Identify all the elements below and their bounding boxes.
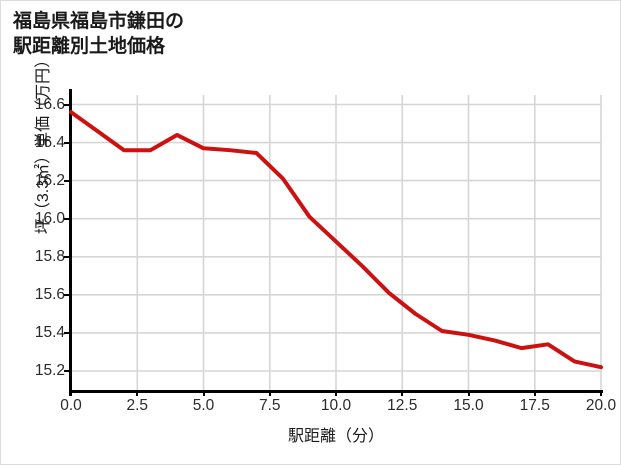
y-tick-label: 15.2 [34, 361, 65, 379]
y-tick-mark [64, 255, 70, 258]
y-tick-label: 15.6 [34, 285, 65, 303]
y-tick-mark [64, 293, 70, 296]
y-tick-labels: 15.2 15.4 15.6 15.8 16.0 16.2 16.4 16.6 [1, 1, 65, 466]
x-tick-mark [70, 390, 72, 396]
y-tick-label: 16.6 [34, 95, 65, 113]
x-tick-label: 17.5 [519, 397, 550, 414]
series-line-坪単価 [69, 110, 603, 370]
x-tick-mark [467, 390, 470, 396]
x-tick-label: 20.0 [585, 397, 617, 414]
y-tick-mark [64, 217, 70, 220]
y-axis-label: 坪（3.3㎡）単価（万円） [35, 51, 52, 235]
y-axis-line [69, 89, 72, 396]
x-tick-label: 2.5 [126, 397, 149, 414]
x-tick-mark [533, 390, 536, 396]
x-tick-mark [600, 390, 602, 396]
x-tick-mark [202, 390, 205, 396]
x-tick-label: 15.0 [453, 397, 484, 414]
x-tick-label: 10.0 [320, 397, 352, 414]
y-tick-label: 15.4 [34, 323, 65, 341]
plot-area [69, 95, 603, 390]
series-line-layer [69, 110, 603, 370]
x-tick-mark [268, 390, 271, 396]
x-tick-label: 12.5 [387, 397, 418, 414]
x-tick-label: 0.0 [60, 397, 82, 414]
x-tick-label: 7.5 [258, 397, 281, 414]
x-tick-mark [136, 390, 139, 396]
y-tick-mark [64, 369, 70, 372]
y-tick-label: 16.0 [34, 209, 65, 227]
y-tick-label: 16.4 [34, 133, 65, 151]
x-tick-mark [401, 390, 404, 396]
y-tick-label: 16.2 [34, 171, 65, 189]
y-tick-mark [64, 179, 70, 182]
x-tick-mark [335, 390, 337, 396]
y-tick-mark [64, 331, 70, 334]
x-axis-label: 駅距離（分） [287, 428, 384, 445]
chart-title: 福島県福島市鎌田の 駅距離別土地価格 [13, 11, 185, 58]
y-tick-mark [64, 141, 70, 144]
x-tick-label: 5.0 [192, 397, 215, 414]
y-tick-mark [64, 103, 70, 106]
y-tick-label: 15.8 [34, 247, 65, 265]
